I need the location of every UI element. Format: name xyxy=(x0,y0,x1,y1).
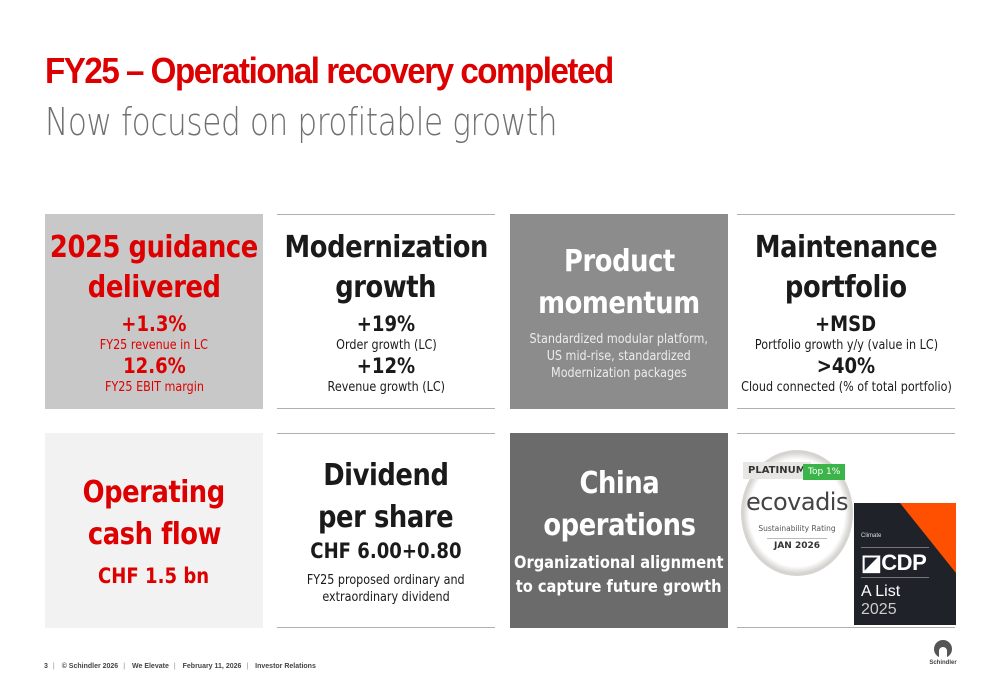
tile-text: FY25 proposed ordinary and xyxy=(307,573,465,588)
metric-value: +19% xyxy=(356,311,416,336)
schindler-logo-icon xyxy=(934,640,952,658)
ecovadis-tier: PLATINUM xyxy=(743,462,811,479)
copyright: © Schindler 2026 xyxy=(61,663,119,670)
metric-value: >40% xyxy=(816,353,876,378)
ecovadis-rating: Sustainability Rating xyxy=(758,524,836,533)
schindler-logo-text: Schindler xyxy=(929,660,957,666)
tile-text: Modernization packages xyxy=(551,366,687,381)
metric-value: +1.3% xyxy=(121,311,187,336)
metric-value: +MSD xyxy=(815,311,877,336)
ecovadis-rank: Top 1% xyxy=(803,464,846,480)
tile-china: China operations Organizational alignmen… xyxy=(510,433,728,628)
tile-heading: Modernization xyxy=(284,229,488,265)
tile-heading: Maintenance xyxy=(754,229,938,265)
cdp-corner-triangle xyxy=(900,503,956,573)
divider xyxy=(767,538,827,539)
cdp-category: Climate xyxy=(861,533,882,539)
tile-cashflow: Operating cash flow CHF 1.5 bn xyxy=(45,433,263,628)
metric-value: 12.6% xyxy=(122,353,186,378)
page-number: 3 xyxy=(44,663,48,670)
tile-dividend: Dividend per share CHF 6.00+0.80 FY25 pr… xyxy=(277,433,495,628)
metric-label: FY25 revenue in LC xyxy=(99,337,209,353)
divider xyxy=(861,577,929,578)
cdp-year: 2025 xyxy=(861,601,897,618)
tile-heading: momentum xyxy=(538,286,700,321)
tile-maintenance: Maintenance portfolio +MSD Portfolio gro… xyxy=(737,214,955,409)
divider xyxy=(861,547,929,548)
metric-value: +12% xyxy=(356,353,416,378)
cdp-badge: Climate ◪CDP A List 2025 xyxy=(854,503,956,625)
metric-label: FY25 EBIT margin xyxy=(104,379,204,395)
tile-text: extraordinary dividend xyxy=(322,590,450,605)
ecovadis-date: JAN 2026 xyxy=(773,541,821,551)
page-title: FY25 – Operational recovery completed xyxy=(45,50,614,91)
cdp-leaf-icon: ◪ xyxy=(861,550,882,575)
metric-label: Cloud connected (% of total portfolio) xyxy=(740,379,952,395)
metric-label: Revenue growth (LC) xyxy=(327,379,445,395)
ecovadis-logo: ecovadis xyxy=(746,488,848,516)
cdp-logo: ◪CDP xyxy=(861,550,927,576)
footer: 3 | © Schindler 2026 | We Elevate | Februar… xyxy=(44,663,316,670)
cdp-brand: CDP xyxy=(881,550,927,575)
tile-heading: Operating xyxy=(82,475,226,510)
metric-value: CHF 6.00+0.80 xyxy=(310,539,462,563)
tagline: We Elevate xyxy=(132,663,169,670)
ecovadis-badge: PLATINUM Top 1% ecovadis Sustainability … xyxy=(741,450,853,576)
tile-heading: per share xyxy=(318,500,454,535)
tile-heading: 2025 guidance xyxy=(50,229,258,265)
schindler-logo: Schindler xyxy=(928,640,958,666)
footer-date: February 11, 2026 xyxy=(182,663,242,670)
tile-heading: delivered xyxy=(87,269,221,305)
tile-text: to capture future growth xyxy=(516,576,722,597)
tile-modernization: Modernization growth +19% Order growth (… xyxy=(277,214,495,409)
tile-heading: China xyxy=(579,465,659,501)
tile-heading: cash flow xyxy=(87,517,221,552)
tile-heading: growth xyxy=(335,269,437,305)
cdp-grade: A List xyxy=(861,583,901,600)
metric-value: CHF 1.5 bn xyxy=(98,564,210,588)
tile-heading: Product xyxy=(563,244,675,279)
tile-heading: Dividend xyxy=(323,458,449,493)
tile-text: US mid-rise, standardized xyxy=(546,349,692,364)
tile-product: Product momentum Standardized modular pl… xyxy=(510,214,728,409)
tile-heading: portfolio xyxy=(785,269,907,305)
metric-label: Portfolio growth y/y (value in LC) xyxy=(754,337,938,353)
tile-badges xyxy=(737,433,955,628)
footer-section: Investor Relations xyxy=(255,663,316,670)
tile-text: Standardized modular platform, xyxy=(529,332,709,347)
metric-label: Order growth (LC) xyxy=(335,337,437,353)
tile-guidance: 2025 guidance delivered +1.3% FY25 reven… xyxy=(45,214,263,409)
tile-text: Organizational alignment xyxy=(514,552,724,573)
tile-heading: operations xyxy=(542,507,696,543)
page-subtitle: Now focused on profitable growth xyxy=(45,100,558,144)
